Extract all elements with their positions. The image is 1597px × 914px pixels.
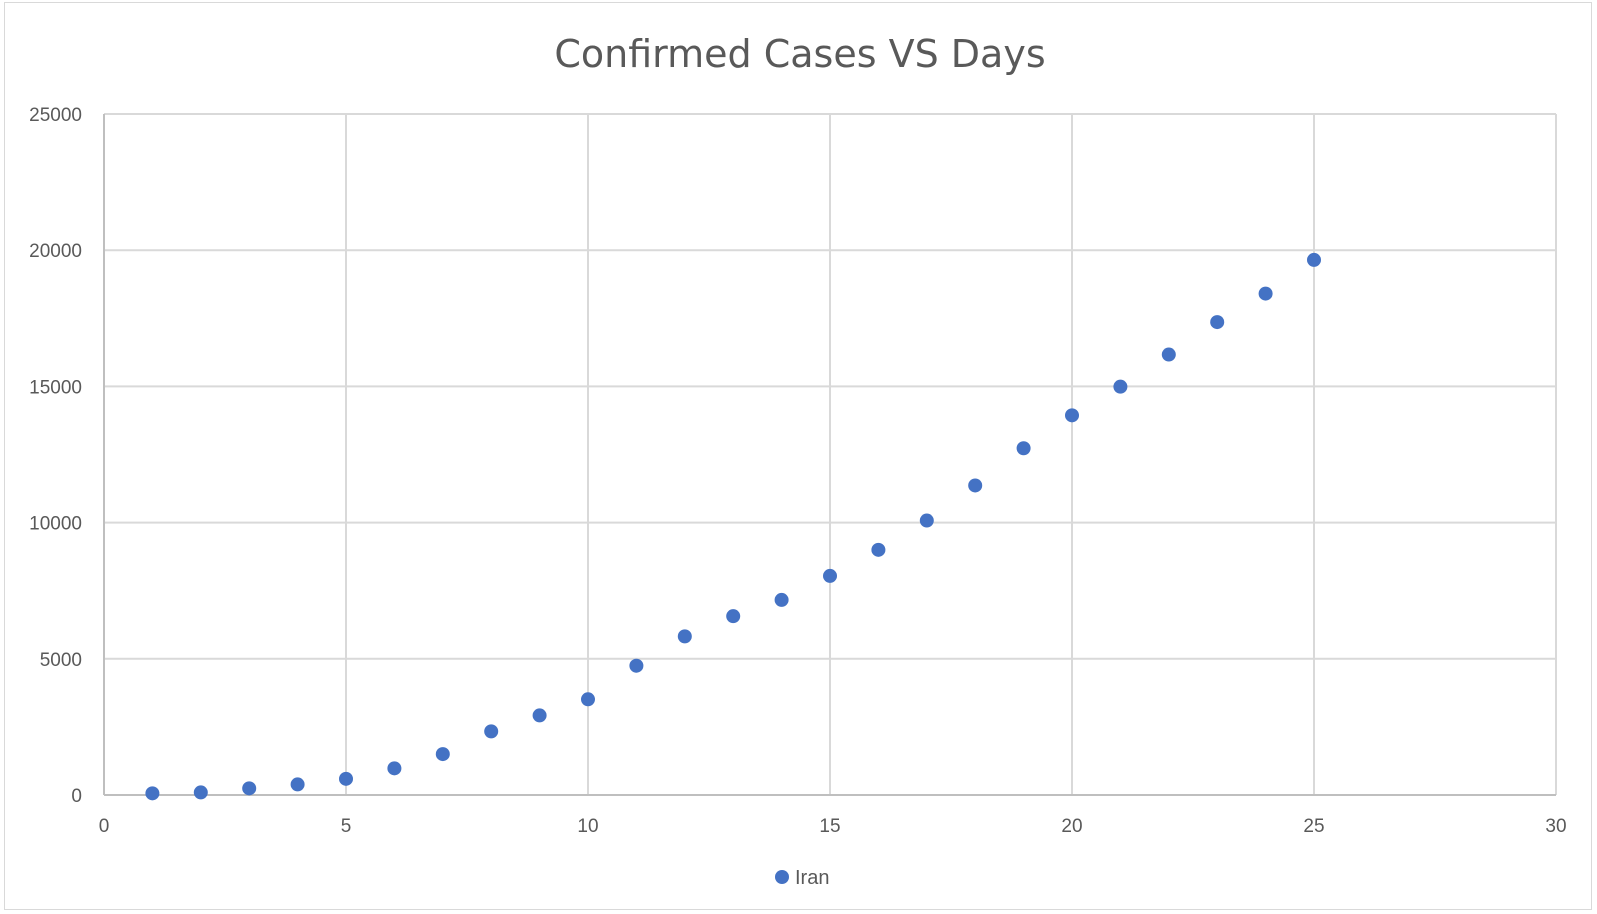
- data-point: [968, 478, 983, 493]
- y-tick-label: 5000: [40, 650, 82, 671]
- chart-title: Confirmed Cases VS Days: [554, 32, 1045, 76]
- data-point: [1258, 286, 1273, 301]
- x-tick-label: 30: [1545, 816, 1566, 837]
- x-tick-label: 20: [1061, 816, 1082, 837]
- data-point: [484, 724, 499, 739]
- data-point: [629, 658, 644, 673]
- data-point: [677, 629, 692, 644]
- data-point: [532, 708, 547, 723]
- y-tick-label: 10000: [29, 514, 82, 535]
- y-tick-label: 0: [71, 786, 82, 807]
- y-tick-label: 15000: [29, 377, 82, 398]
- legend-label-iran: Iran: [795, 867, 829, 889]
- data-point: [726, 609, 741, 624]
- legend-marker-iran: [775, 870, 789, 884]
- chart-frame: [4, 2, 1592, 910]
- grid: [104, 113, 1557, 795]
- data-point: [1161, 347, 1176, 362]
- data-point: [387, 761, 402, 776]
- x-tick-label: 15: [819, 816, 840, 837]
- data-point: [774, 592, 789, 607]
- legend: Iran: [775, 867, 829, 889]
- axes: [103, 114, 1556, 796]
- y-tick-label: 20000: [29, 241, 82, 262]
- data-point: [823, 568, 837, 583]
- tick-labels: 0 5 10 15 20 25 30 0 5000 10000 15000 20000 25000: [29, 105, 1566, 837]
- data-point: [1016, 441, 1031, 456]
- data-point: [1113, 379, 1128, 394]
- x-tick-label: 10: [577, 816, 598, 837]
- data-point: [871, 542, 886, 557]
- x-tick-label: 25: [1303, 816, 1324, 837]
- data-point: [1065, 408, 1079, 423]
- data-point: [435, 747, 450, 762]
- data-point: [242, 781, 257, 796]
- x-tick-label: 5: [341, 816, 352, 837]
- data-point: [581, 692, 595, 707]
- data-point: [145, 786, 160, 801]
- data-point: [919, 513, 934, 528]
- x-tick-label: 0: [99, 816, 110, 837]
- data-points: [145, 252, 1321, 801]
- data-point: [1210, 315, 1225, 330]
- data-point: [290, 777, 305, 792]
- y-tick-label: 25000: [29, 105, 82, 126]
- data-point: [339, 771, 353, 786]
- data-point: [1307, 252, 1321, 267]
- data-point: [193, 785, 208, 800]
